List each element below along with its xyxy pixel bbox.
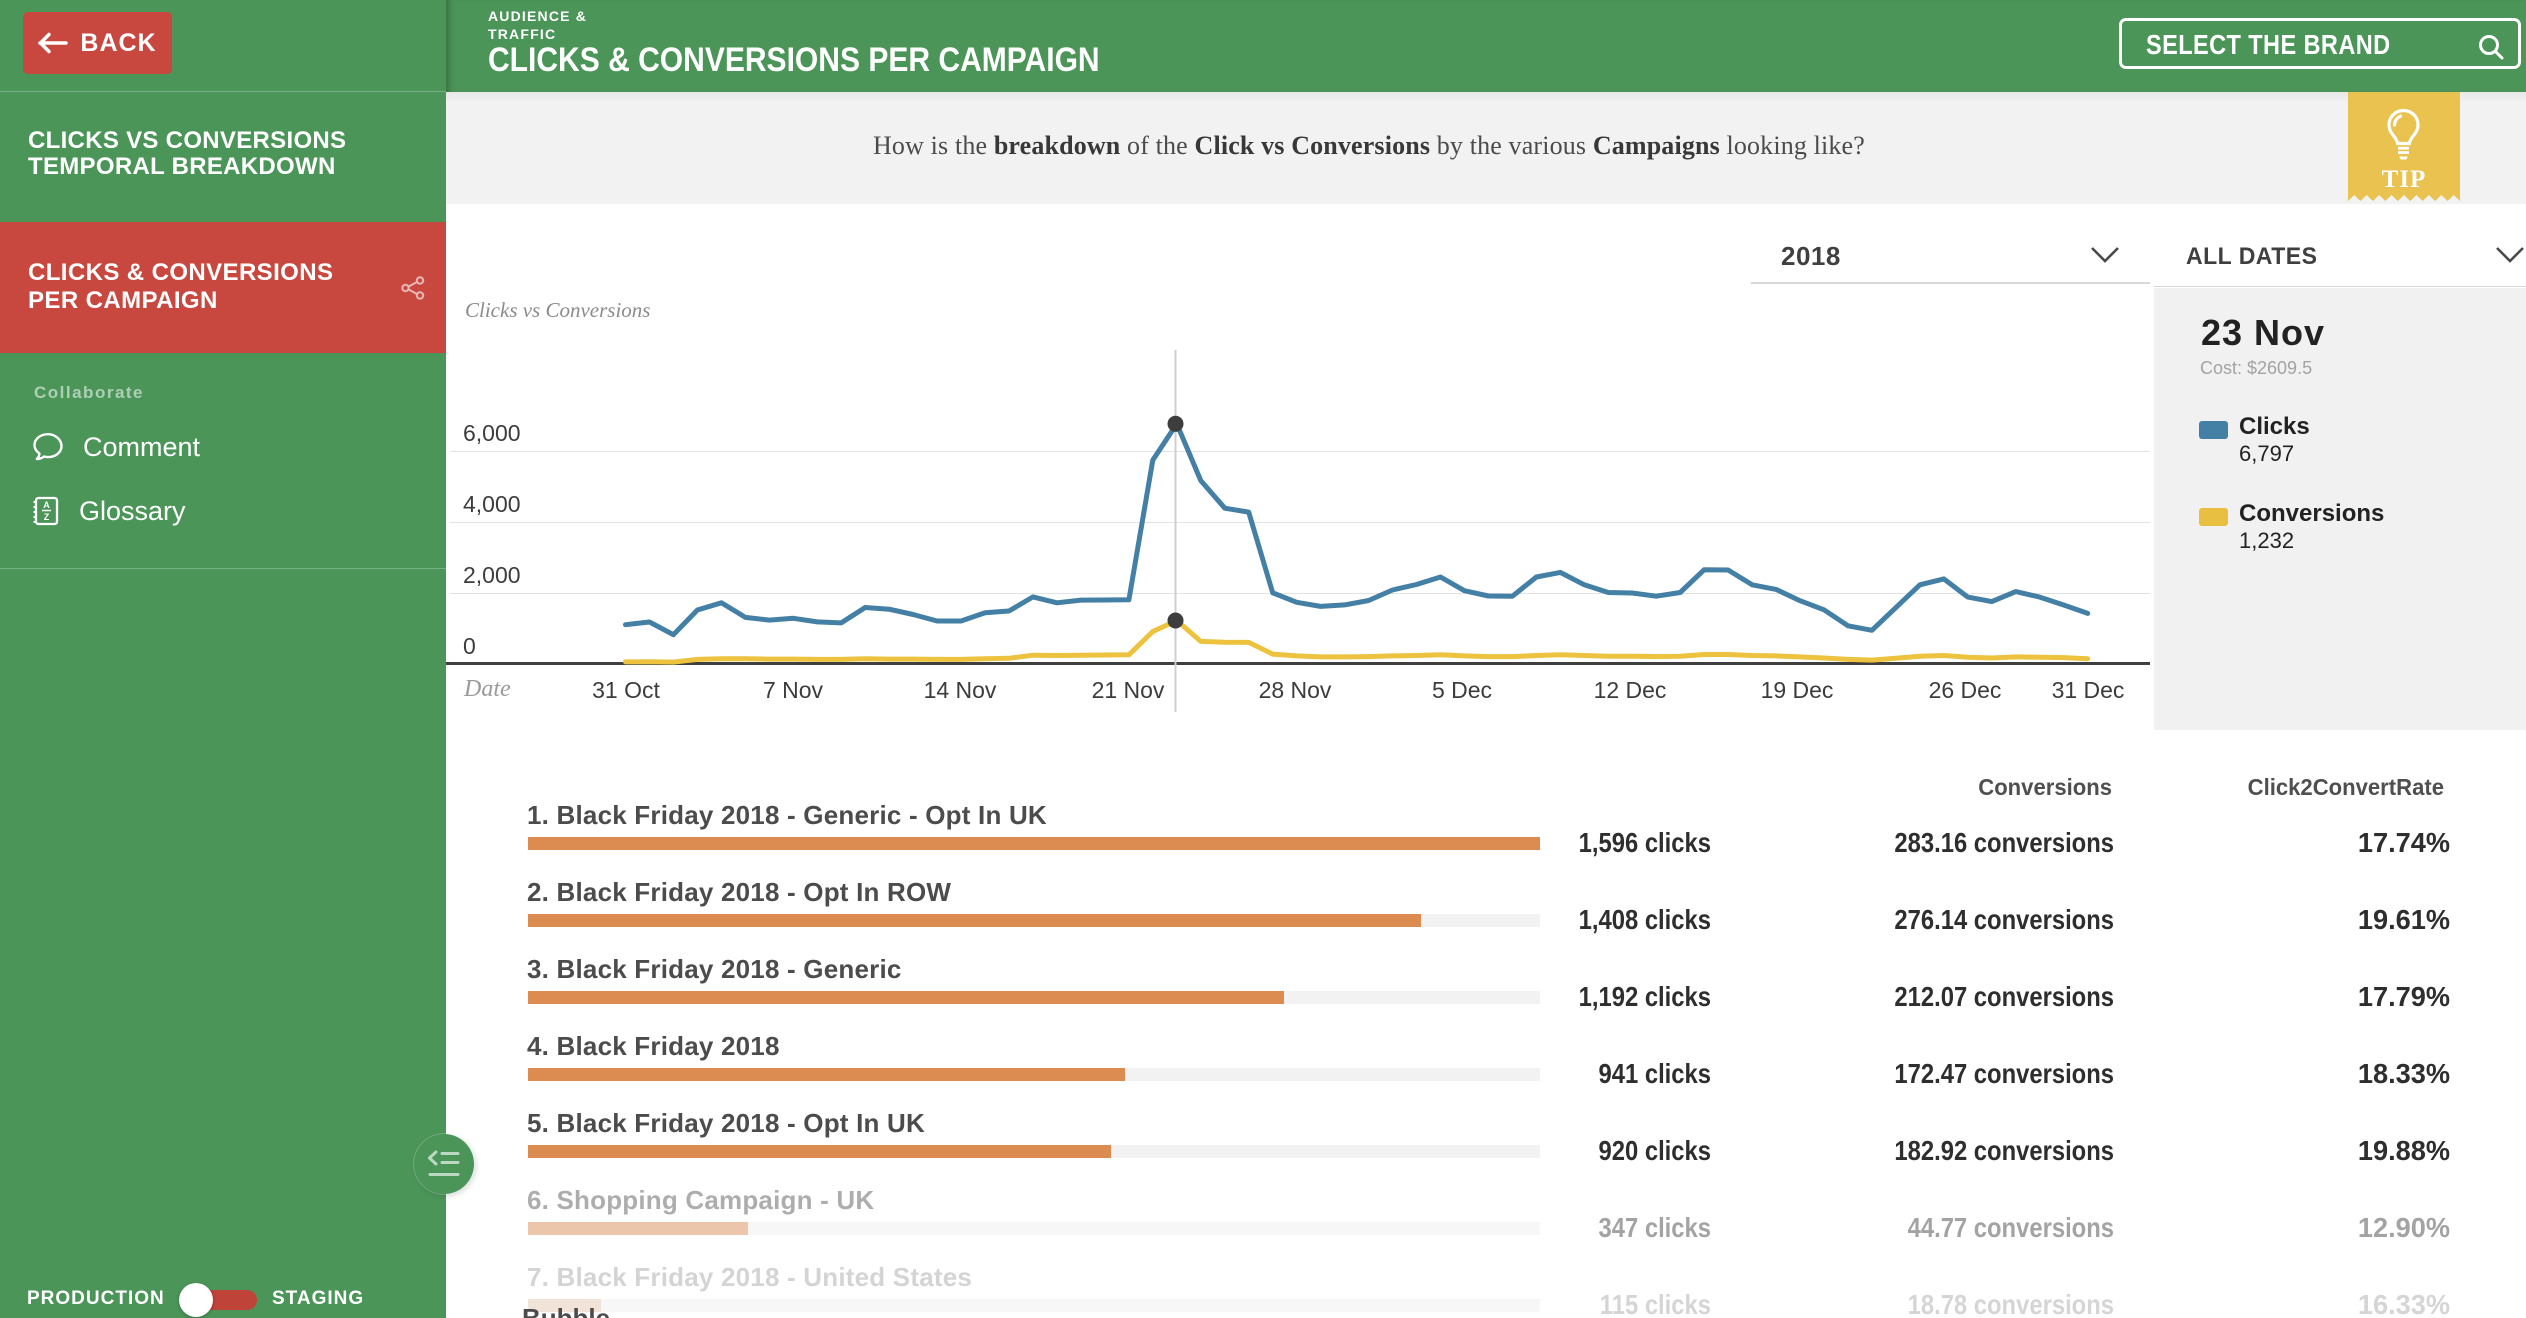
svg-text:A: A bbox=[43, 500, 50, 510]
svg-text:Z: Z bbox=[44, 512, 50, 522]
